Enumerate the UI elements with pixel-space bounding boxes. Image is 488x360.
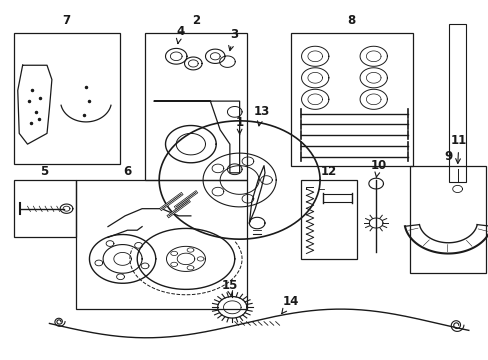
Text: 7: 7 bbox=[62, 14, 70, 27]
Text: 5: 5 bbox=[41, 165, 49, 177]
Text: 14: 14 bbox=[281, 296, 298, 314]
Bar bbox=[14, 180, 76, 237]
Text: 4: 4 bbox=[176, 25, 184, 44]
Text: 8: 8 bbox=[347, 14, 355, 27]
Bar bbox=[76, 180, 246, 309]
Bar bbox=[409, 166, 485, 273]
Text: 6: 6 bbox=[123, 165, 131, 177]
Bar bbox=[14, 33, 120, 164]
Text: 11: 11 bbox=[450, 134, 466, 163]
Text: 9: 9 bbox=[443, 150, 451, 163]
Bar bbox=[448, 24, 466, 182]
Text: 3: 3 bbox=[228, 28, 237, 51]
Text: 2: 2 bbox=[191, 14, 200, 27]
Bar bbox=[144, 33, 246, 180]
Bar bbox=[290, 33, 412, 166]
Bar bbox=[300, 180, 356, 259]
Text: 1: 1 bbox=[235, 116, 243, 135]
Text: 12: 12 bbox=[320, 165, 336, 177]
Text: 13: 13 bbox=[253, 105, 269, 126]
Text: 10: 10 bbox=[370, 159, 386, 178]
Text: 15: 15 bbox=[221, 279, 237, 296]
